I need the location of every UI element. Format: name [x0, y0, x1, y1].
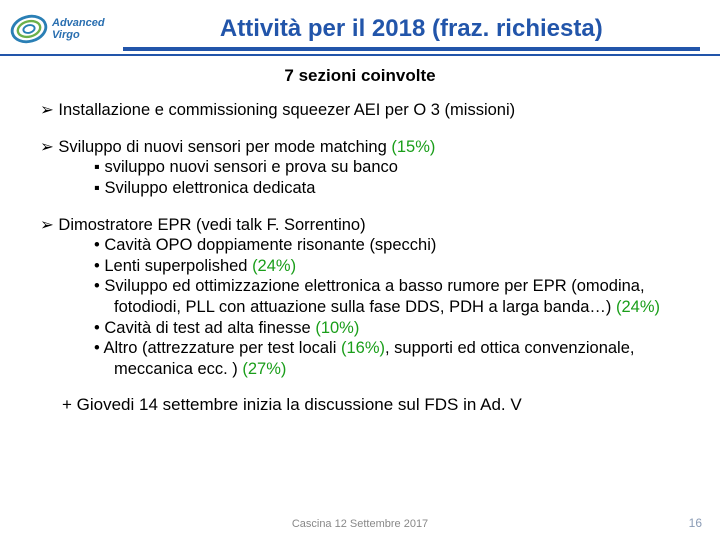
bullet-3-sub-2: Lenti superpolished (24%): [40, 256, 690, 277]
bullet-3-sub-4: Cavità di test ad alta finesse (10%): [40, 318, 690, 339]
plus-line: + Giovedi 14 settembre inizia la discuss…: [62, 394, 690, 415]
content: Installazione e commissioning squeezer A…: [0, 100, 720, 415]
logo: Advanced Virgo: [10, 10, 105, 54]
slide-header: Advanced Virgo Attività per il 2018 (fra…: [0, 0, 720, 56]
virgo-swirl-icon: [10, 10, 48, 48]
bullet-2: Sviluppo di nuovi sensori per mode match…: [40, 137, 690, 158]
logo-text: Advanced Virgo: [52, 17, 105, 41]
bullet-3: Dimostratore EPR (vedi talk F. Sorrentin…: [40, 215, 690, 236]
bullet-3-sub-1: Cavità OPO doppiamente risonante (specch…: [40, 235, 690, 256]
footer-text: Cascina 12 Settembre 2017: [0, 518, 720, 530]
slide-title: Attività per il 2018 (fraz. richiesta): [123, 15, 700, 43]
bullet-2-sub-2: Sviluppo elettronica dedicata: [40, 178, 690, 199]
bullet-3-sub-3: Sviluppo ed ottimizzazione elettronica a…: [40, 276, 690, 317]
page-number: 16: [689, 516, 702, 530]
title-wrap: Attività per il 2018 (fraz. richiesta): [123, 15, 700, 51]
subtitle: 7 sezioni coinvolte: [0, 66, 720, 86]
bullet-2-sub-1: sviluppo nuovi sensori e prova su banco: [40, 157, 690, 178]
bullet-1: Installazione e commissioning squeezer A…: [40, 100, 690, 121]
bullet-3-sub-5: Altro (attrezzature per test locali (16%…: [40, 338, 690, 379]
